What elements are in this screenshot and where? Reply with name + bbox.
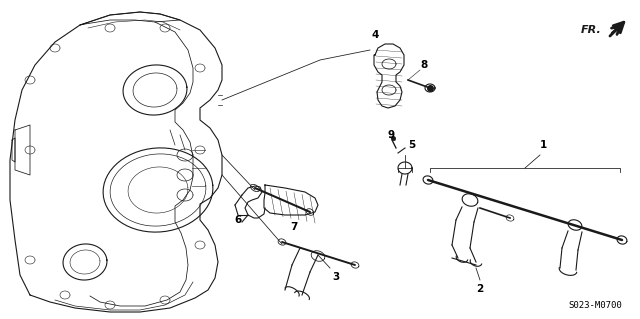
Text: 5: 5: [408, 140, 415, 150]
Text: 2: 2: [476, 284, 484, 294]
Text: 9: 9: [388, 130, 395, 140]
Text: 8: 8: [420, 60, 428, 70]
Text: 1: 1: [540, 140, 547, 150]
Text: 7: 7: [290, 222, 298, 232]
Text: 3: 3: [332, 272, 339, 282]
Text: FR.: FR.: [581, 25, 602, 35]
Text: S023-M0700: S023-M0700: [568, 301, 622, 310]
Text: 4: 4: [371, 30, 379, 40]
Text: 6: 6: [235, 215, 242, 225]
